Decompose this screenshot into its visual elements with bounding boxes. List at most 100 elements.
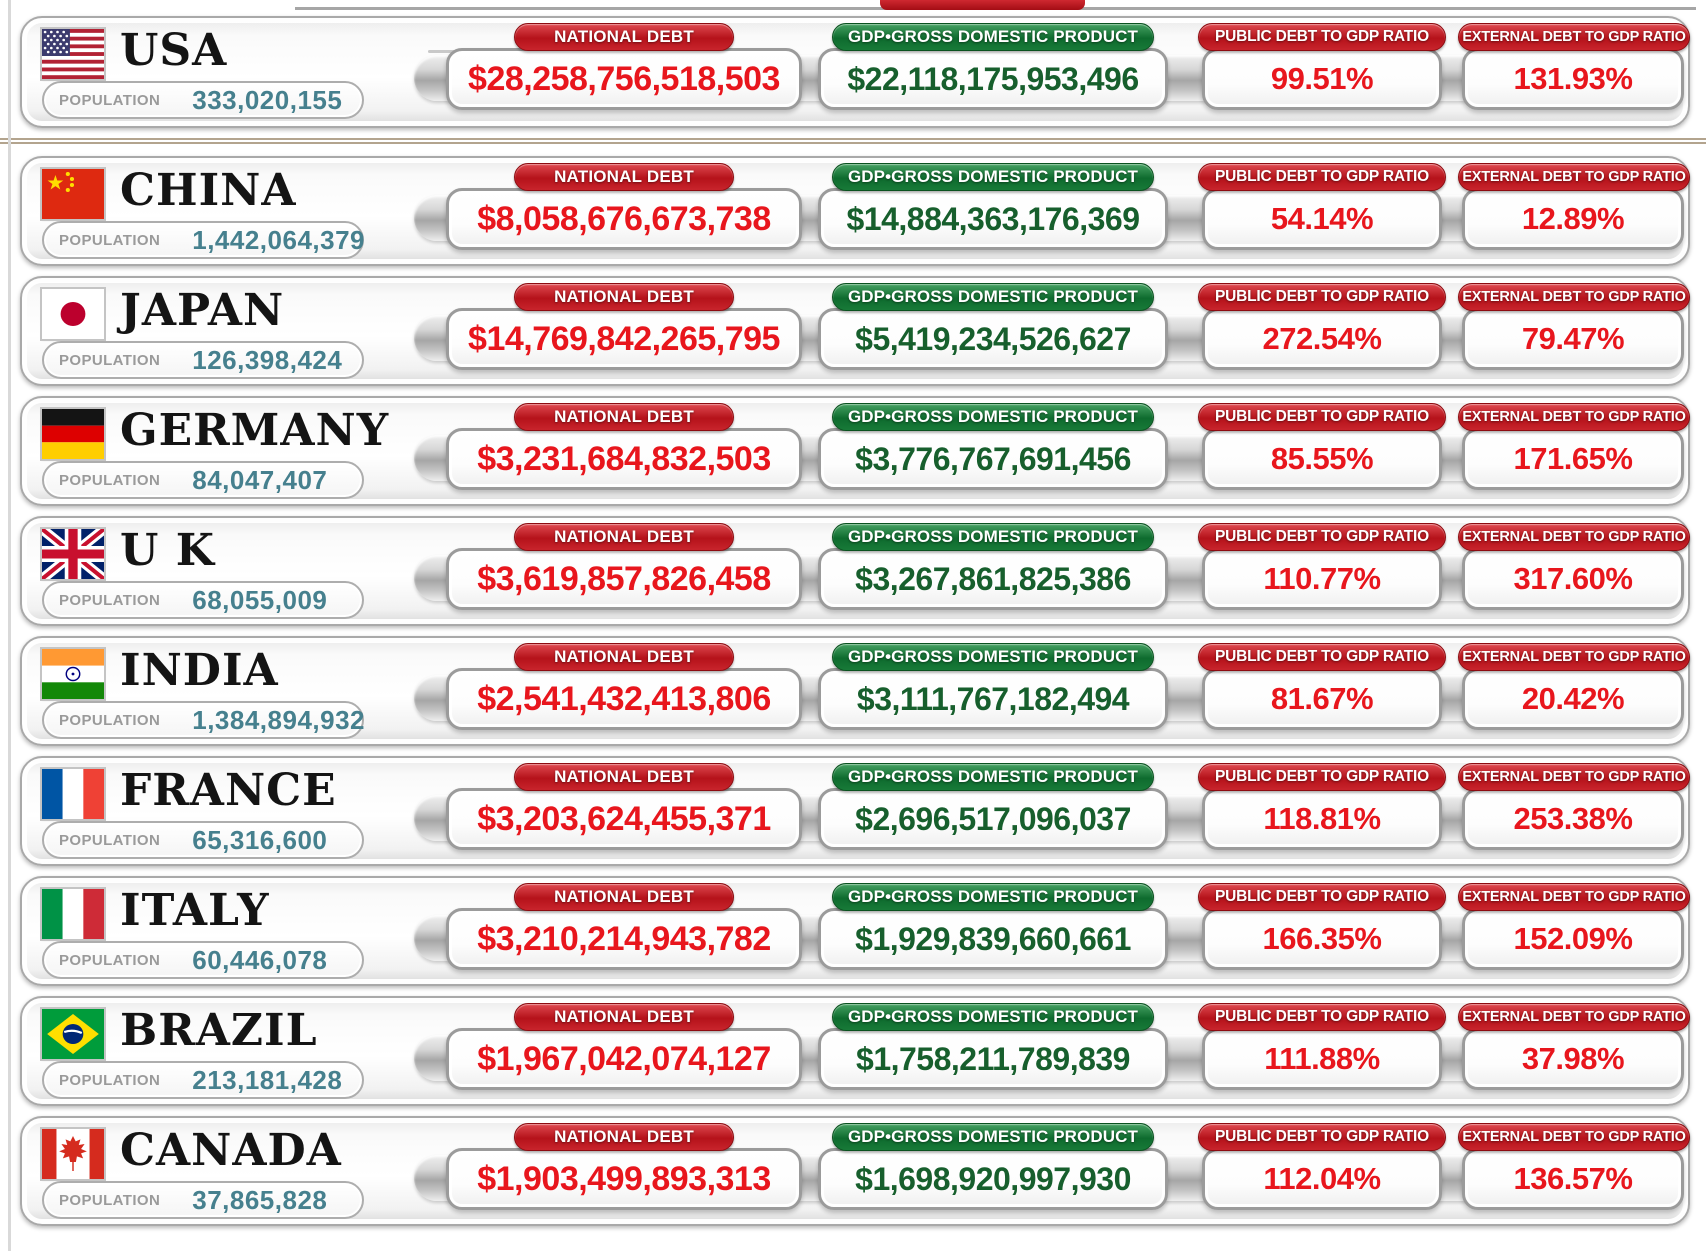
public-debt-ratio-box: 110.77% xyxy=(1202,548,1442,610)
public-debt-ratio-box: 118.81% xyxy=(1202,788,1442,850)
public-debt-ratio-box: 111.88% xyxy=(1202,1028,1442,1090)
national-debt-value: $14,769,842,265,795 xyxy=(468,319,780,358)
national-debt-badge: NATIONAL DEBT xyxy=(514,403,734,431)
country-row-card-india: INDIA POPULATION 1,384,894,932 NATIONAL … xyxy=(20,636,1690,746)
public-debt-ratio-box: 99.51% xyxy=(1202,48,1442,110)
gdp-box: $3,267,861,825,386 xyxy=(818,548,1168,610)
country-name: GERMANY xyxy=(120,405,390,456)
national-debt-box: $1,903,499,893,313 xyxy=(446,1148,802,1210)
gdp-value: $14,884,363,176,369 xyxy=(846,200,1140,237)
country-name: JAPAN xyxy=(120,285,285,336)
country-row-card-france: FRANCE POPULATION 65,316,600 NATIONAL DE… xyxy=(20,756,1690,866)
population-label: POPULATION xyxy=(59,1071,161,1089)
national-debt-badge: NATIONAL DEBT xyxy=(514,23,734,51)
national-debt-badge: NATIONAL DEBT xyxy=(514,283,734,311)
population-value: 60,446,078 xyxy=(192,944,328,975)
population-pill: POPULATION 68,055,009 xyxy=(42,581,364,619)
gdp-value: $5,419,234,526,627 xyxy=(855,320,1131,357)
country-row-card-japan: JAPAN POPULATION 126,398,424 NATIONAL DE… xyxy=(20,276,1690,386)
external-debt-ratio-badge: EXTERNAL DEBT TO GDP RATIO xyxy=(1458,643,1690,671)
external-debt-ratio-badge: EXTERNAL DEBT TO GDP RATIO xyxy=(1458,23,1690,51)
country-name: U K xyxy=(120,525,215,576)
country-row-card-usa: USA POPULATION 333,020,155 NATIONAL DEBT… xyxy=(20,16,1690,128)
external-debt-ratio-value: 79.47% xyxy=(1521,321,1625,356)
national-debt-badge: NATIONAL DEBT xyxy=(514,523,734,551)
country-name-row: U K xyxy=(120,527,768,575)
population-value: 84,047,407 xyxy=(192,464,328,495)
national-debt-box: $28,258,756,518,503 xyxy=(446,48,802,110)
national-debt-value: $1,903,499,893,313 xyxy=(477,1159,771,1198)
canada-flag-icon xyxy=(42,1129,104,1179)
gdp-box: $5,419,234,526,627 xyxy=(818,308,1168,370)
population-label: POPULATION xyxy=(59,231,161,249)
france-flag-icon xyxy=(42,769,104,819)
population-pill: POPULATION 60,446,078 xyxy=(42,941,364,979)
india-flag-icon xyxy=(42,649,104,699)
national-debt-box: $3,231,684,832,503 xyxy=(446,428,802,490)
national-debt-badge: NATIONAL DEBT xyxy=(514,163,734,191)
national-debt-box: $3,619,857,826,458 xyxy=(446,548,802,610)
national-debt-box: $3,210,214,943,782 xyxy=(446,908,802,970)
gdp-box: $22,118,175,953,496 xyxy=(818,48,1168,110)
gdp-value: $1,929,839,660,661 xyxy=(855,920,1131,957)
gdp-value: $3,776,767,691,456 xyxy=(855,440,1131,477)
national-debt-badge: NATIONAL DEBT xyxy=(514,643,734,671)
country-row-card-canada: CANADA POPULATION 37,865,828 NATIONAL DE… xyxy=(20,1116,1690,1226)
country-name-row: CANADA xyxy=(120,1127,768,1175)
external-debt-ratio-badge: EXTERNAL DEBT TO GDP RATIO xyxy=(1458,1003,1690,1031)
population-value: 1,442,064,379 xyxy=(192,224,366,255)
germany-flag-icon xyxy=(42,409,104,459)
country-name: ITALY xyxy=(120,885,270,936)
population-label: POPULATION xyxy=(59,831,161,849)
national-debt-value: $1,967,042,074,127 xyxy=(477,1039,771,1078)
external-debt-ratio-value: 37.98% xyxy=(1521,1041,1625,1076)
gdp-value: $3,267,861,825,386 xyxy=(855,560,1131,597)
external-debt-ratio-box: 12.89% xyxy=(1462,188,1684,250)
population-label: POPULATION xyxy=(59,1191,161,1209)
population-value: 65,316,600 xyxy=(192,824,328,855)
external-debt-ratio-badge: EXTERNAL DEBT TO GDP RATIO xyxy=(1458,763,1690,791)
national-debt-badge: NATIONAL DEBT xyxy=(514,763,734,791)
population-pill: POPULATION 213,181,428 xyxy=(42,1061,364,1099)
gdp-value: $3,111,767,182,494 xyxy=(856,680,1130,717)
public-debt-ratio-badge: PUBLIC DEBT TO GDP RATIO xyxy=(1198,23,1446,51)
population-value: 37,865,828 xyxy=(192,1184,328,1215)
external-debt-ratio-box: 131.93% xyxy=(1462,48,1684,110)
gdp-badge: GDP•GROSS DOMESTIC PRODUCT xyxy=(832,523,1154,551)
national-debt-box: $2,541,432,413,806 xyxy=(446,668,802,730)
external-debt-ratio-box: 152.09% xyxy=(1462,908,1684,970)
public-debt-ratio-box: 166.35% xyxy=(1202,908,1442,970)
gdp-badge: GDP•GROSS DOMESTIC PRODUCT xyxy=(832,643,1154,671)
population-pill: POPULATION 1,442,064,379 xyxy=(42,221,366,259)
population-label: POPULATION xyxy=(59,471,161,489)
gdp-box: $14,884,363,176,369 xyxy=(818,188,1168,250)
population-value: 213,181,428 xyxy=(192,1064,343,1095)
gdp-badge: GDP•GROSS DOMESTIC PRODUCT xyxy=(832,23,1154,51)
population-label: POPULATION xyxy=(59,591,161,609)
external-debt-ratio-badge: EXTERNAL DEBT TO GDP RATIO xyxy=(1458,283,1690,311)
external-debt-ratio-badge: EXTERNAL DEBT TO GDP RATIO xyxy=(1458,163,1690,191)
national-debt-badge: NATIONAL DEBT xyxy=(514,883,734,911)
gdp-badge: GDP•GROSS DOMESTIC PRODUCT xyxy=(832,763,1154,791)
national-debt-value: $28,258,756,518,503 xyxy=(468,59,780,98)
external-debt-ratio-badge: EXTERNAL DEBT TO GDP RATIO xyxy=(1458,523,1690,551)
public-debt-ratio-value: 112.04% xyxy=(1263,1161,1381,1196)
gdp-box: $1,698,920,997,930 xyxy=(818,1148,1168,1210)
gdp-value: $1,698,920,997,930 xyxy=(855,1160,1131,1197)
population-value: 126,398,424 xyxy=(192,344,343,375)
external-debt-ratio-box: 253.38% xyxy=(1462,788,1684,850)
country-name: CHINA xyxy=(120,165,297,216)
public-debt-ratio-badge: PUBLIC DEBT TO GDP RATIO xyxy=(1198,1123,1446,1151)
public-debt-ratio-badge: PUBLIC DEBT TO GDP RATIO xyxy=(1198,883,1446,911)
countries-section: CHINA POPULATION 1,442,064,379 NATIONAL … xyxy=(0,156,1706,1226)
country-name: USA xyxy=(120,25,228,76)
external-debt-ratio-box: 20.42% xyxy=(1462,668,1684,730)
external-debt-ratio-value: 152.09% xyxy=(1513,921,1633,956)
uk-flag-icon xyxy=(42,529,104,579)
population-pill: POPULATION 65,316,600 xyxy=(42,821,364,859)
national-debt-box: $1,967,042,074,127 xyxy=(446,1028,802,1090)
country-name-row: BRAZIL xyxy=(120,1007,768,1055)
public-debt-ratio-value: 54.14% xyxy=(1270,201,1374,236)
external-debt-ratio-value: 20.42% xyxy=(1521,681,1625,716)
